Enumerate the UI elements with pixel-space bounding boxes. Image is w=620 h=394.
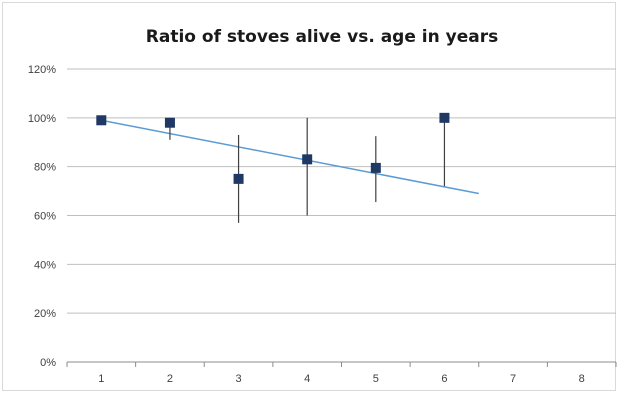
y-tick-label: 120% [28,64,56,76]
data-point [164,117,175,128]
y-tick-label: 20% [34,308,56,320]
y-tick-label: 0% [40,357,56,369]
x-tick-label: 8 [579,373,585,385]
data-point [439,112,450,123]
x-tick-label: 4 [304,373,310,385]
x-tick-label: 3 [236,373,242,385]
y-tick-label: 40% [34,259,56,271]
y-tick-label: 100% [28,113,56,125]
chart-frame [2,2,616,391]
gridlines [67,68,616,363]
y-tick-label: 80% [34,162,56,174]
data-point [370,162,381,173]
trendline [101,119,479,195]
error-bars [100,117,446,223]
data-point [233,173,244,184]
data-points [96,112,450,184]
data-point [96,115,107,126]
y-axis: 0% 20% 40% 60% 80% 100% 120% [28,64,56,369]
y-tick-label: 60% [34,211,56,223]
x-tick-label: 6 [441,373,447,385]
x-tick-label: 7 [510,373,516,385]
x-tick-label: 2 [167,373,173,385]
chart-title: Ratio of stoves alive vs. age in years [146,27,498,47]
x-axis: 1 2 3 4 5 6 7 8 [66,361,617,385]
x-tick-label: 1 [98,373,104,385]
x-tick-label: 5 [373,373,379,385]
data-point [302,154,313,165]
trendline-group [101,119,479,195]
